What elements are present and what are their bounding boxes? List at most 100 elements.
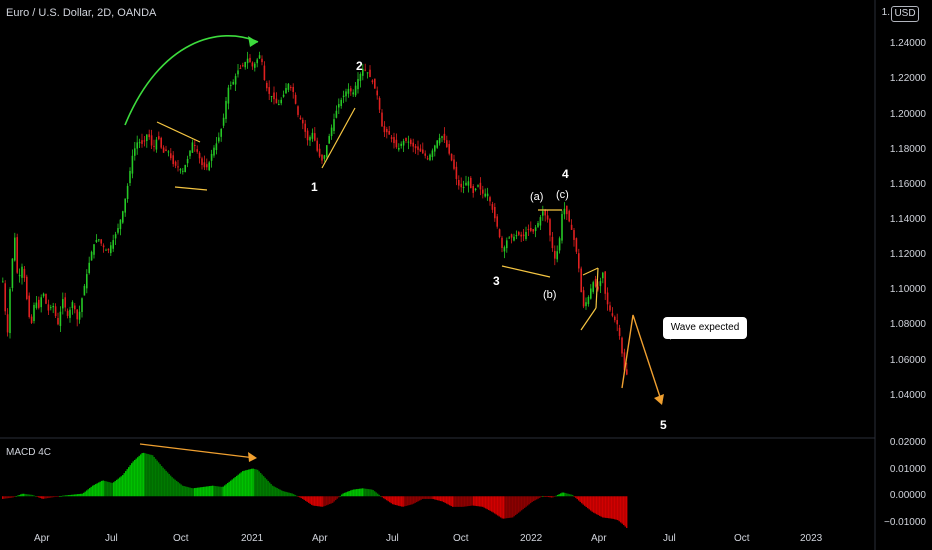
wave-label-a: (a) bbox=[530, 191, 544, 203]
candle-body bbox=[602, 272, 604, 279]
macd-bar bbox=[558, 494, 560, 497]
macd-bar bbox=[111, 482, 113, 497]
macd-bar bbox=[492, 496, 494, 513]
candle-body bbox=[88, 262, 90, 273]
macd-bar bbox=[350, 490, 352, 497]
candle-body bbox=[359, 73, 362, 81]
candle-body bbox=[172, 155, 174, 165]
candle-body bbox=[362, 68, 364, 76]
candle-body bbox=[436, 140, 438, 148]
currency-badge[interactable]: USD bbox=[891, 6, 919, 22]
macd-bar bbox=[354, 489, 356, 497]
macd-bar bbox=[143, 452, 145, 497]
macd-bar bbox=[152, 455, 154, 497]
macd-bar bbox=[626, 496, 628, 529]
candle-body bbox=[510, 234, 513, 238]
candle-body bbox=[479, 182, 482, 190]
macd-bar bbox=[200, 487, 202, 497]
macd-bar bbox=[449, 496, 451, 506]
candle-body bbox=[81, 298, 83, 312]
macd-bar bbox=[278, 488, 280, 497]
macd-bar bbox=[504, 496, 506, 519]
macd-bar bbox=[44, 496, 46, 499]
macd-bar bbox=[450, 496, 452, 507]
candle-body bbox=[443, 133, 446, 141]
macd-bar bbox=[578, 496, 580, 501]
candle-body bbox=[400, 143, 402, 146]
candle-body bbox=[9, 289, 11, 334]
candle-body bbox=[59, 311, 62, 326]
candle-body bbox=[484, 193, 486, 197]
macd-bar bbox=[138, 455, 140, 497]
candle-body bbox=[148, 134, 150, 138]
candle-body bbox=[429, 154, 431, 161]
macd-bar bbox=[231, 479, 233, 497]
macd-bar bbox=[384, 496, 386, 500]
candle-body bbox=[268, 87, 270, 94]
macd-bar bbox=[318, 496, 320, 507]
macd-bar bbox=[158, 462, 160, 497]
candle-body bbox=[405, 137, 407, 141]
candle-body bbox=[390, 137, 393, 139]
candle-body bbox=[35, 302, 38, 308]
macd-bar bbox=[347, 491, 349, 497]
candle-body bbox=[525, 231, 527, 239]
macd-bar bbox=[377, 493, 379, 497]
macd-bar bbox=[441, 496, 443, 502]
candle-body bbox=[556, 251, 558, 260]
candle-body bbox=[575, 238, 578, 252]
macd-bar bbox=[210, 485, 212, 497]
macd-bar bbox=[599, 496, 601, 516]
candle-body bbox=[364, 69, 366, 71]
price-tick-label: 1.18000 bbox=[889, 143, 926, 155]
macd-bar bbox=[581, 496, 583, 504]
macd-bar bbox=[236, 475, 238, 497]
macd-bar bbox=[560, 493, 562, 497]
macd-bar bbox=[27, 494, 29, 497]
macd-bar bbox=[461, 496, 463, 507]
macd-bar bbox=[617, 496, 619, 521]
candle-body bbox=[263, 65, 266, 81]
macd-bar bbox=[273, 486, 275, 497]
macd-bar bbox=[12, 496, 14, 498]
macd-bar bbox=[518, 496, 520, 513]
chart-title: Euro / U.S. Dollar, 2D, OANDA bbox=[6, 7, 157, 19]
macd-bar bbox=[50, 496, 52, 498]
candle-body bbox=[508, 237, 510, 239]
macd-bar bbox=[392, 496, 394, 505]
candle-body bbox=[62, 299, 64, 309]
macd-bar bbox=[575, 496, 577, 498]
macd-bar bbox=[252, 468, 254, 497]
macd-bar bbox=[299, 496, 301, 498]
macd-bar bbox=[414, 496, 416, 503]
macd-bar bbox=[425, 496, 427, 499]
candle-body bbox=[570, 224, 573, 230]
candle-body bbox=[184, 164, 186, 173]
candle-body bbox=[18, 275, 21, 277]
macd-bar bbox=[105, 481, 107, 497]
candle-body bbox=[482, 189, 484, 194]
macd-bar bbox=[381, 496, 383, 498]
macd-bar bbox=[285, 491, 287, 497]
candle-body bbox=[174, 161, 177, 166]
macd-bar bbox=[291, 493, 293, 497]
candle-body bbox=[179, 169, 182, 171]
candle-body bbox=[506, 240, 508, 249]
macd-bar bbox=[66, 495, 68, 497]
macd-bar bbox=[134, 460, 136, 497]
macd-bar bbox=[579, 496, 581, 502]
candle-body bbox=[587, 296, 590, 305]
macd-bar bbox=[197, 487, 199, 497]
macd-bar bbox=[230, 480, 232, 497]
candle-body bbox=[14, 237, 16, 261]
candle-body bbox=[251, 62, 254, 67]
macd-bar bbox=[38, 496, 40, 498]
curved-arrow bbox=[124, 35, 259, 126]
macd-bar bbox=[357, 488, 359, 497]
candle-body bbox=[177, 166, 179, 168]
macd-bar bbox=[287, 492, 289, 497]
macd-bar bbox=[516, 496, 518, 514]
macd-bar bbox=[279, 489, 281, 497]
time-tick-label: Oct bbox=[173, 533, 189, 544]
macd-bar bbox=[494, 496, 496, 514]
